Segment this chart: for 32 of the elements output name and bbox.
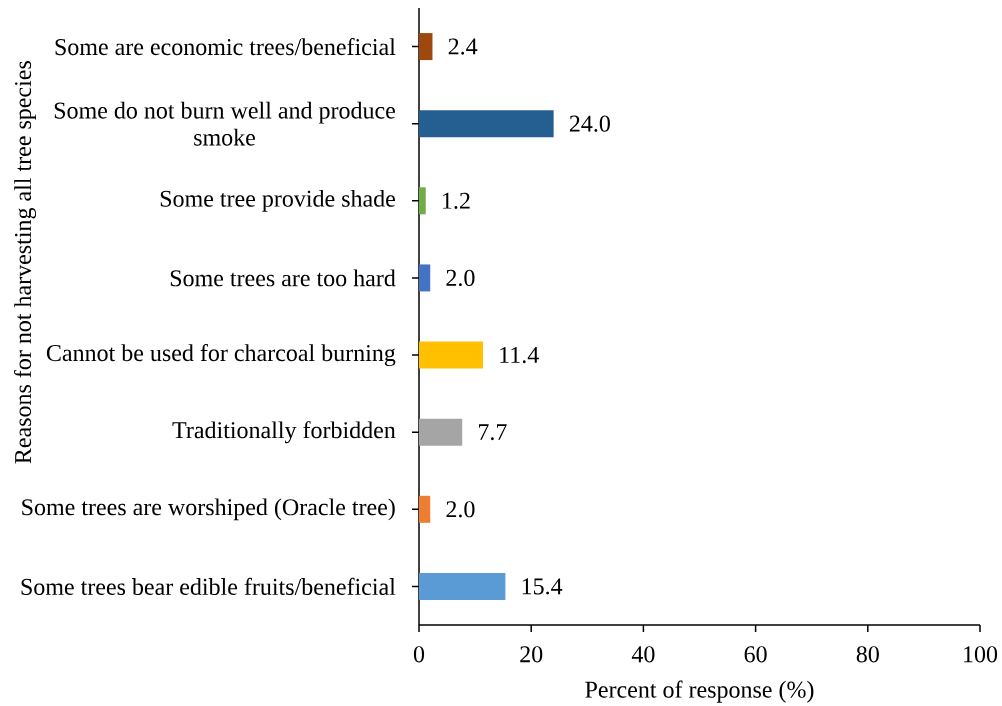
data-label: 2.0 [446, 269, 475, 287]
bar [419, 495, 431, 523]
y-tick-label: Some trees are worshiped (Oracle tree) [22, 498, 395, 521]
bar [419, 187, 426, 215]
data-label: 24.0 [569, 115, 610, 132]
x-tick-label: 100 [964, 646, 998, 663]
y-tick-label: Some tree provide shade [160, 189, 395, 212]
x-tick-label: 80 [856, 646, 879, 663]
data-label: 15.4 [522, 578, 563, 595]
y-tick-label: Some trees are too hard [170, 269, 396, 287]
data-label: 7.7 [478, 424, 507, 441]
x-tick-label: 40 [631, 646, 655, 663]
x-tick-label: 60 [744, 646, 767, 663]
x-tick-label: 0 [413, 646, 425, 663]
x-tick-label: 20 [520, 646, 543, 663]
bar [419, 572, 506, 600]
bar [419, 264, 431, 292]
y-tick-label: Some are economic trees/beneficial [55, 38, 396, 56]
y-tick-label: Traditionally forbidden [172, 421, 396, 444]
bar [419, 418, 463, 446]
y-tick-label: Some trees bear edible fruits/beneficial [21, 577, 396, 595]
bar [419, 33, 433, 61]
data-label: 1.2 [443, 192, 470, 209]
data-label: 11.4 [500, 346, 539, 364]
bar [419, 341, 483, 369]
y-axis-title: Reasons for not harvesting all tree species [13, 61, 37, 464]
data-label: 2.4 [448, 38, 478, 55]
x-axis-title: Percent of response (%) [585, 680, 814, 703]
y-tick-label: Cannot be used for charcoal burning [46, 344, 396, 367]
bar [419, 110, 554, 138]
data-label: 2.0 [446, 501, 475, 518]
y-tick-label: Some do not burn well and produce smoke [54, 101, 395, 146]
